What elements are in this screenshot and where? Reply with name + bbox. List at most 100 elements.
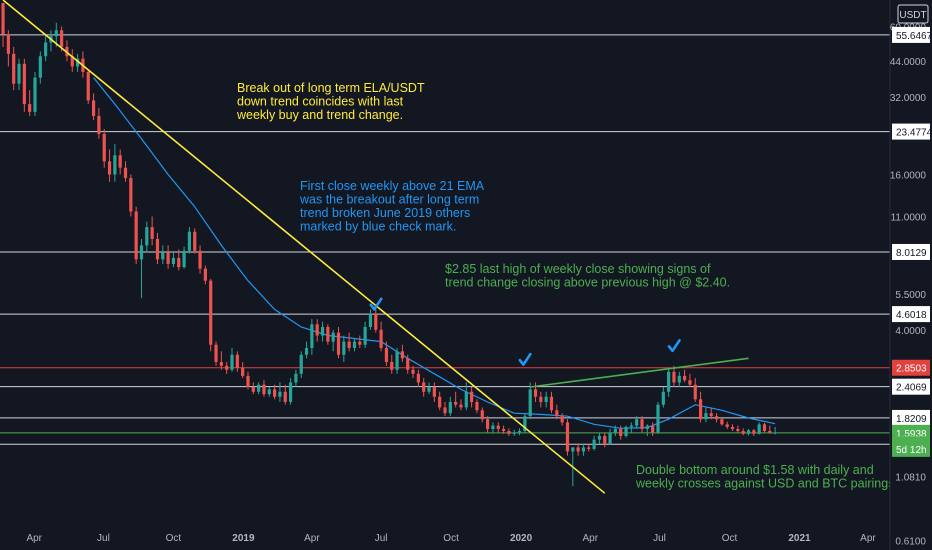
trend-lines[interactable] bbox=[2, 0, 749, 494]
candle-body bbox=[491, 425, 495, 429]
annotation-4[interactable]: Double bottom around $1.58 with daily an… bbox=[635, 463, 898, 491]
annotation-line: was the breakout after long term bbox=[299, 193, 479, 207]
higher-high-line[interactable] bbox=[530, 357, 749, 388]
candle-body bbox=[320, 327, 325, 336]
candle bbox=[528, 382, 532, 420]
price-tick-label: 44.0000 bbox=[890, 57, 927, 68]
candle bbox=[656, 401, 660, 434]
candle-body bbox=[60, 30, 64, 47]
candle-body bbox=[358, 341, 362, 345]
candle-body bbox=[608, 432, 612, 444]
candle-body bbox=[326, 327, 330, 342]
candles bbox=[1, 2, 777, 487]
candle bbox=[677, 371, 681, 388]
level-label-text: 23.4774 bbox=[896, 128, 932, 139]
level-price-label[interactable]: 23.4774 bbox=[892, 123, 932, 140]
candle bbox=[310, 319, 314, 355]
candle-body bbox=[129, 178, 133, 212]
check-mark-icon bbox=[667, 339, 681, 353]
candle bbox=[368, 309, 373, 330]
downtrend-line[interactable] bbox=[2, 0, 606, 494]
candle-body bbox=[656, 404, 660, 433]
candle bbox=[241, 362, 245, 379]
candle-body bbox=[688, 380, 692, 385]
candle bbox=[352, 338, 357, 352]
candle-body bbox=[384, 347, 389, 363]
candle bbox=[6, 30, 10, 67]
candle-body bbox=[523, 416, 527, 432]
annotation-3[interactable]: $2.85 last high of weekly close showing … bbox=[445, 262, 730, 290]
candle-body bbox=[390, 362, 394, 370]
candle-body bbox=[512, 432, 516, 434]
candle-body bbox=[422, 382, 426, 392]
candle bbox=[603, 432, 607, 448]
candle bbox=[17, 58, 21, 91]
candle-body bbox=[379, 329, 383, 348]
annotation-line: trend broken June 2019 others bbox=[300, 206, 470, 220]
candle-body bbox=[273, 389, 277, 397]
candle-body bbox=[368, 314, 373, 328]
candle bbox=[416, 369, 420, 388]
annotation-line: weekly crosses against USD and BTC pairi… bbox=[635, 477, 898, 491]
candle bbox=[294, 369, 298, 388]
candle-body bbox=[139, 245, 144, 260]
candle bbox=[496, 422, 500, 433]
candle bbox=[12, 46, 16, 91]
candle bbox=[746, 428, 751, 436]
candle bbox=[720, 417, 724, 426]
candle-body bbox=[709, 413, 713, 417]
candle-body bbox=[214, 344, 218, 363]
currency-badge[interactable] bbox=[897, 4, 929, 24]
level-price-label[interactable]: 8.0129 bbox=[892, 243, 930, 260]
candle-body bbox=[336, 332, 341, 355]
candle bbox=[22, 58, 26, 112]
level-price-label[interactable]: 55.6467 bbox=[892, 26, 932, 43]
countdown-box bbox=[892, 440, 930, 457]
candle-body bbox=[683, 375, 687, 381]
candle-body bbox=[539, 396, 543, 402]
price-axis[interactable]: USDT 60.000044.000032.000016.000011.0000… bbox=[889, 0, 932, 550]
level-price-label[interactable]: 4.6018 bbox=[892, 306, 930, 323]
candle-body bbox=[757, 424, 761, 434]
candle-body bbox=[698, 399, 703, 420]
candle bbox=[374, 307, 378, 333]
candle bbox=[161, 245, 165, 264]
candle bbox=[267, 387, 271, 397]
candle bbox=[464, 382, 468, 411]
candle-body bbox=[438, 396, 442, 408]
level-price-label[interactable]: 2.8503 bbox=[892, 359, 930, 376]
check-mark-icon bbox=[518, 352, 532, 366]
candle bbox=[283, 384, 287, 405]
candle-body bbox=[480, 410, 484, 420]
candle-body bbox=[560, 416, 564, 423]
candle bbox=[454, 391, 458, 408]
level-price-label[interactable]: 2.4069 bbox=[892, 378, 930, 395]
level-price-label[interactable]: 1.8209 bbox=[892, 409, 930, 426]
candle-body bbox=[443, 407, 447, 414]
candle bbox=[155, 232, 160, 264]
level-label-text: 2.4069 bbox=[896, 383, 927, 394]
candle-body bbox=[107, 161, 112, 175]
candle bbox=[129, 174, 133, 217]
candle-body bbox=[400, 351, 404, 359]
candle bbox=[331, 329, 335, 352]
candle bbox=[123, 161, 128, 182]
time-tick-label: 2020 bbox=[510, 533, 533, 544]
candle-body bbox=[464, 391, 468, 408]
candle bbox=[432, 382, 436, 402]
candle-body bbox=[773, 432, 777, 434]
candle bbox=[512, 429, 516, 436]
candle-body bbox=[501, 428, 506, 432]
time-axis[interactable]: Apr Jul Oct 2019 Apr Jul Oct 2020 Apr Jul Oct 2021 A… bbox=[26, 533, 876, 544]
candle bbox=[698, 391, 703, 423]
level-label-text: 8.0129 bbox=[896, 248, 927, 259]
annotation-line: Break out of long term ELA/USDT bbox=[237, 81, 425, 95]
time-tick-label: Jul bbox=[375, 533, 388, 544]
candle-body bbox=[677, 375, 681, 383]
candle bbox=[411, 365, 415, 379]
candle-body bbox=[603, 435, 607, 444]
candle bbox=[230, 347, 234, 372]
